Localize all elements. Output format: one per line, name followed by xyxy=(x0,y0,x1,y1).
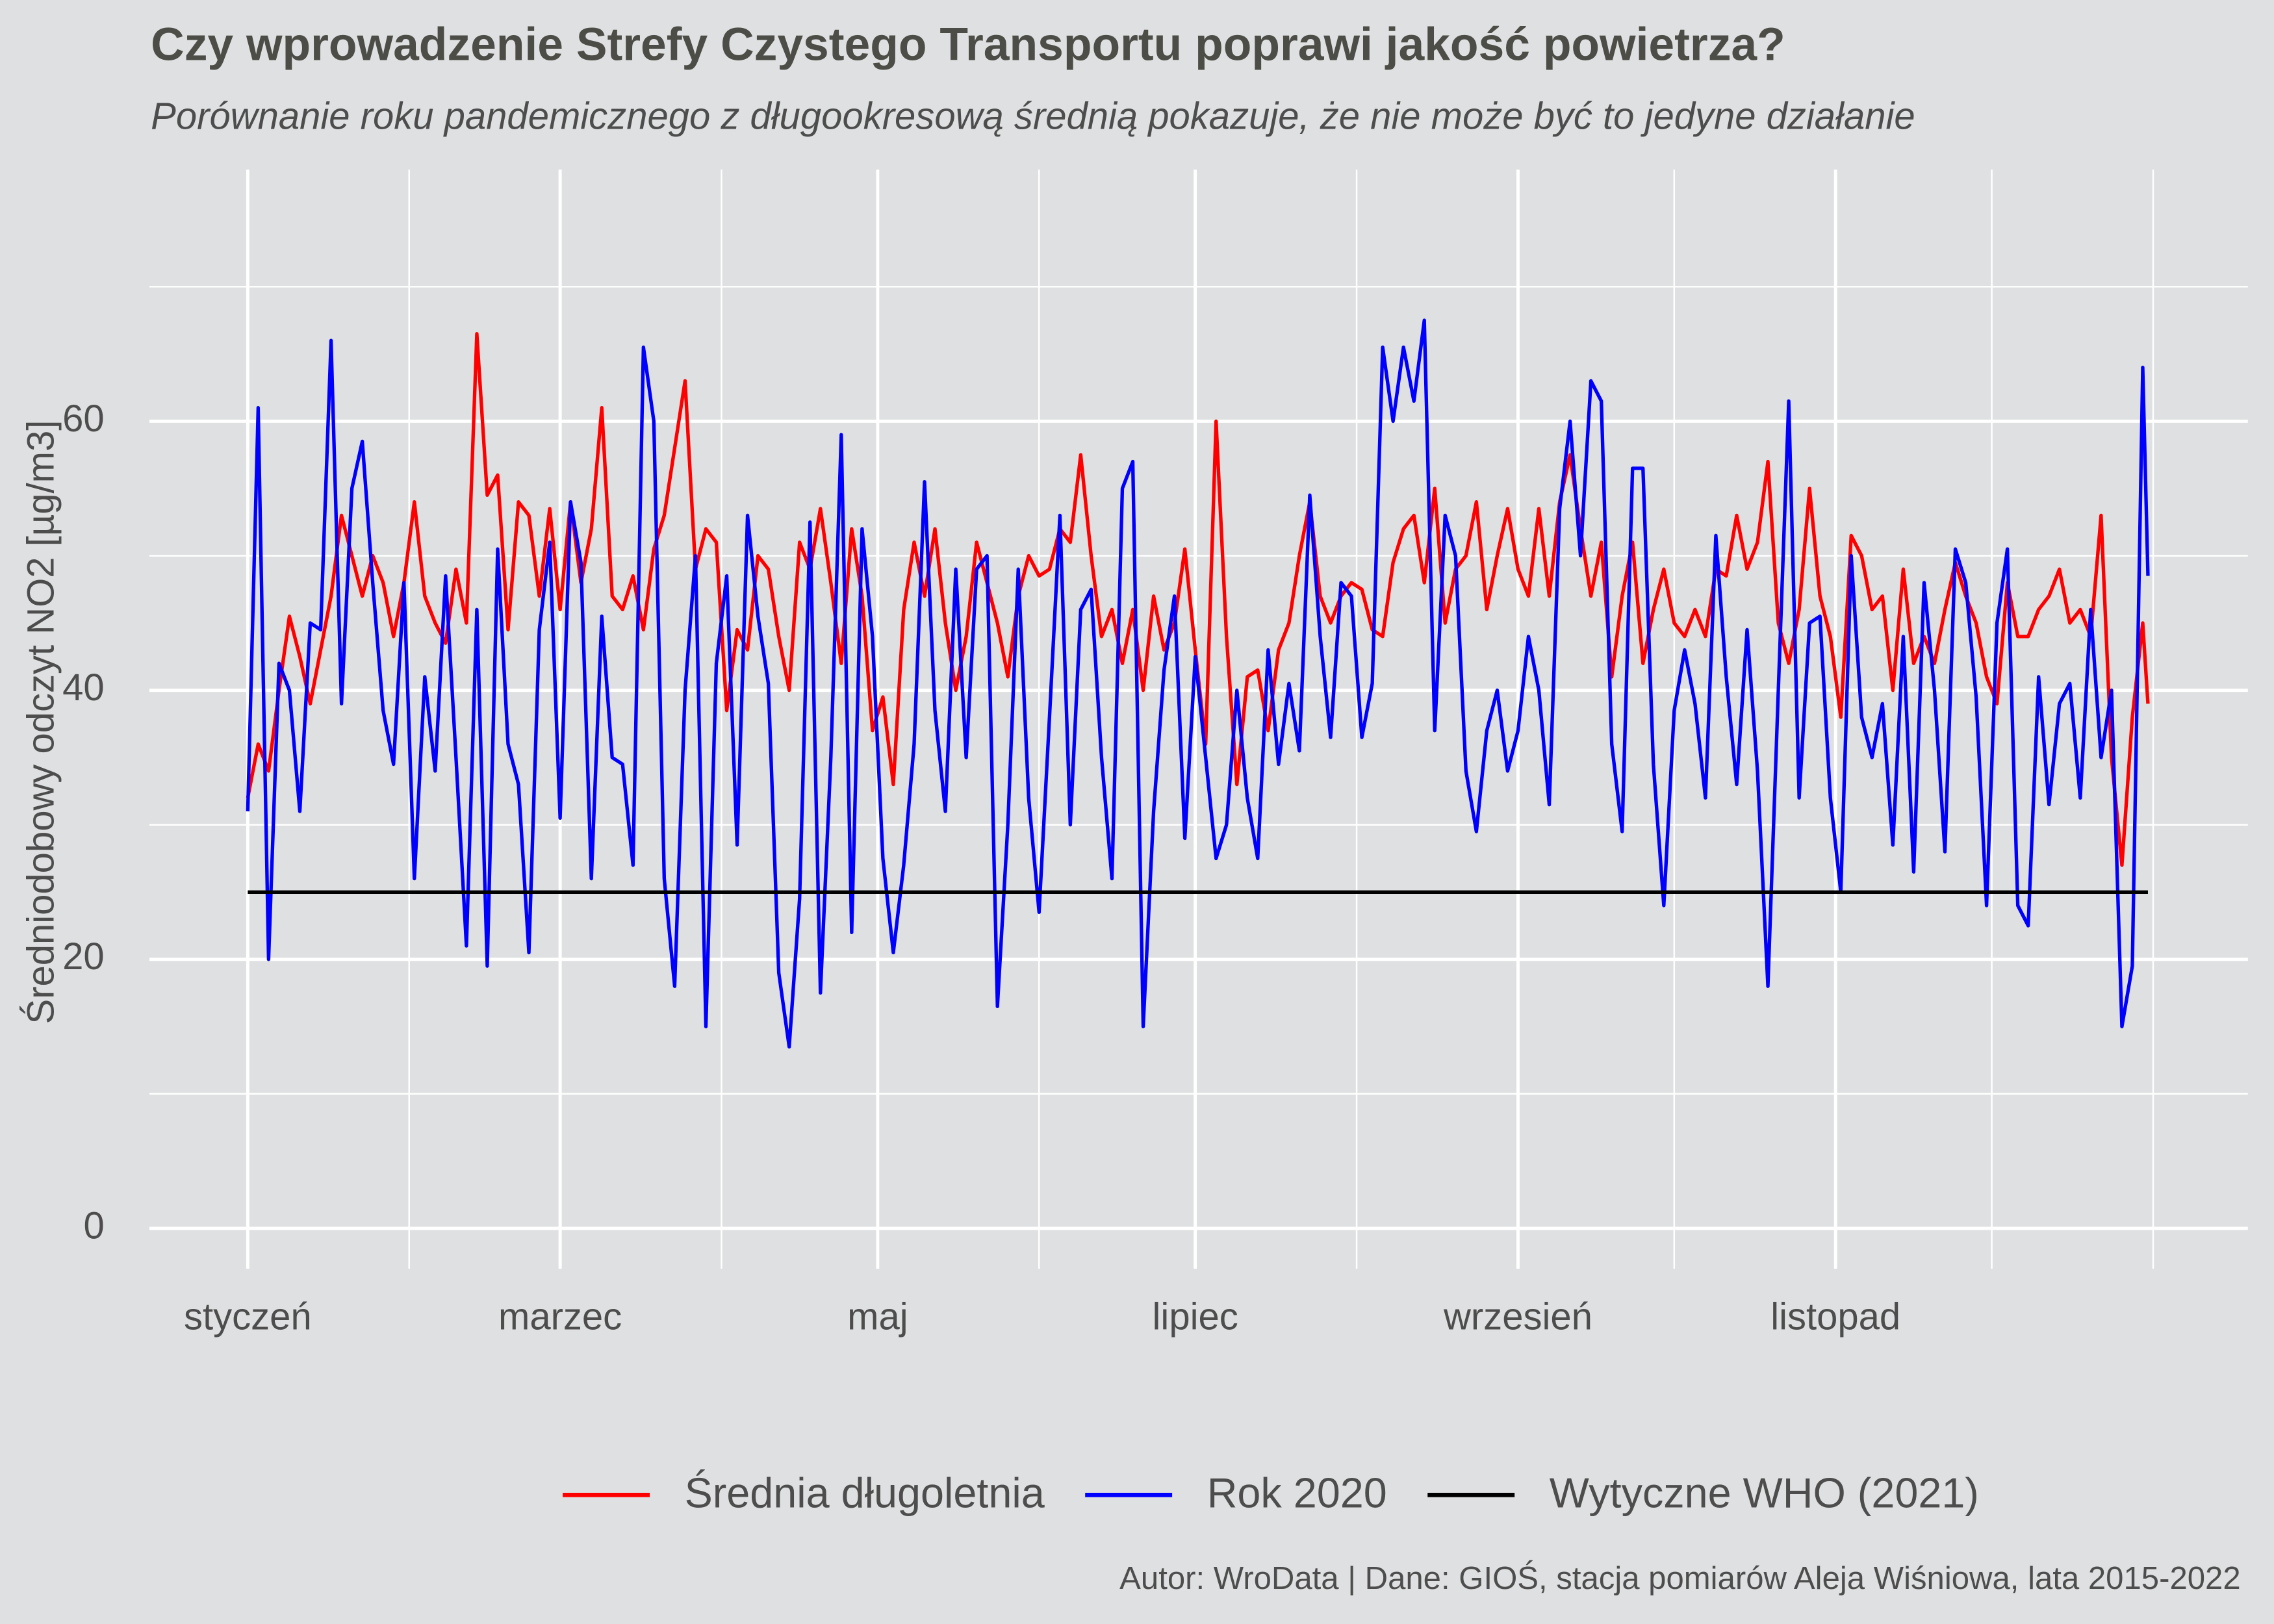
x-tick-label: wrzesień xyxy=(1443,1296,1592,1338)
series-line xyxy=(246,318,2150,1049)
x-tick-label: marzec xyxy=(498,1296,622,1338)
x-tick-label: lipiec xyxy=(1153,1296,1238,1338)
grid: 0 20 40 60 styczeń marzec maj lipiec wrzesień lis… xyxy=(62,170,2248,1338)
y-tick-label: 20 xyxy=(62,935,105,978)
legend-label: Wytyczne WHO (2021) xyxy=(1550,1469,1979,1517)
chart-subtitle: Porównanie roku pandemicznego z długookr… xyxy=(151,95,1915,137)
caption: Autor: WroData | Dane: GIOŚ, stacja pomi… xyxy=(1119,1559,2241,1596)
x-tick-label: listopad xyxy=(1770,1296,1900,1338)
legend: Średnia długoletnia Rok 2020 Wytyczne WHO … xyxy=(563,1469,1979,1517)
x-tick-label: maj xyxy=(847,1296,908,1338)
y-tick-label: 40 xyxy=(62,666,105,709)
legend-label: Średnia długoletnia xyxy=(685,1469,1045,1517)
y-tick-label: 0 xyxy=(83,1204,104,1247)
y-tick-label: 60 xyxy=(62,398,105,440)
y-axis-label: Średniodobowy odczyt NO2 [µg/m3] xyxy=(19,420,62,1024)
legend-label: Rok 2020 xyxy=(1207,1469,1387,1517)
x-tick-label: styczeń xyxy=(184,1296,312,1338)
plot-area xyxy=(246,318,2150,1049)
chart-title: Czy wprowadzenie Strefy Czystego Transpo… xyxy=(151,19,1785,71)
